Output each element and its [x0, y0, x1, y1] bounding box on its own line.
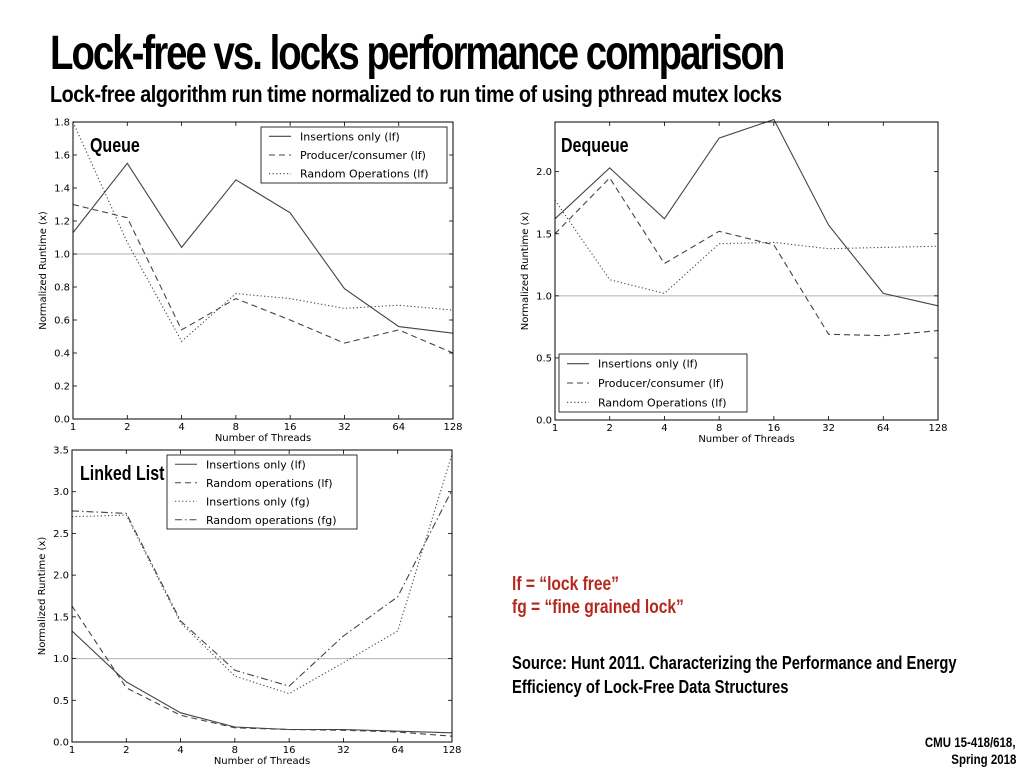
y-tick-label: 0.4: [54, 349, 70, 360]
series-line-3: [554, 199, 939, 295]
y-tick-label: 2.5: [53, 529, 69, 540]
slide-title: Lock-free vs. locks performance comparis…: [50, 27, 785, 80]
series-line-2: [72, 203, 454, 354]
x-tick-label: 64: [391, 745, 404, 756]
legend-label: Random Operations (lf): [300, 168, 429, 181]
x-axis-title: Number of Threads: [214, 756, 310, 767]
x-tick-label: 8: [233, 422, 239, 433]
x-tick-label: 16: [284, 422, 297, 433]
y-tick-label: 1.8: [54, 118, 70, 129]
y-tick-label: 1.2: [54, 217, 70, 228]
series-group: [72, 121, 454, 354]
panel-label: Linked List: [80, 462, 164, 484]
legend-box: [558, 353, 748, 413]
y-tick-label: 3.5: [53, 446, 69, 457]
x-tick-label: 1: [552, 423, 558, 434]
y-tick-label: 2.0: [53, 571, 69, 582]
y-axis-title: Normalized Runtime (x): [520, 212, 531, 331]
legend-label: Insertions only (lf): [206, 458, 306, 471]
x-tick-label: 64: [392, 422, 405, 433]
x-axis-title: Number of Threads: [215, 433, 311, 444]
series-line-1: [72, 162, 454, 334]
legend-label: Insertions only (lf): [598, 358, 698, 371]
x-tick-label: 1: [69, 745, 75, 756]
legend-label: Random operations (fg): [206, 514, 337, 527]
y-tick-label: 1.5: [53, 612, 69, 623]
y-tick-label: 1.0: [54, 250, 70, 261]
y-tick-label: 0.6: [54, 316, 70, 327]
lf-definition-note: lf = “lock free”: [512, 574, 619, 595]
x-axis-title: Number of Threads: [698, 434, 794, 445]
series-line-3: [72, 121, 454, 343]
y-tick-label: 0.5: [536, 353, 552, 364]
y-tick-label: 1.6: [54, 151, 70, 162]
x-tick-label: 16: [767, 423, 780, 434]
fg-definition-note: fg = “fine grained lock”: [512, 597, 684, 618]
series-line-1: [71, 630, 453, 734]
x-tick-label: 128: [443, 422, 462, 433]
y-tick-label: 1.0: [536, 291, 552, 302]
x-tick-label: 4: [177, 745, 183, 756]
series-line-4: [71, 489, 453, 687]
x-tick-label: 4: [178, 422, 184, 433]
legend-label: Insertions only (fg): [206, 495, 310, 508]
x-tick-label: 16: [283, 745, 296, 756]
x-tick-label: 8: [716, 423, 722, 434]
x-tick-label: 4: [661, 423, 667, 434]
y-tick-label: 2.0: [536, 167, 552, 178]
x-tick-label: 8: [232, 745, 238, 756]
y-tick-label: 0.8: [54, 283, 70, 294]
source-line-2: Efficiency of Lock-Free Data Structures: [512, 677, 789, 697]
legend-box: [260, 126, 448, 184]
slide-subtitle: Lock-free algorithm run time normalized …: [50, 81, 782, 107]
x-tick-label: 2: [123, 745, 129, 756]
y-tick-label: 3.0: [53, 487, 69, 498]
series-group: [71, 454, 453, 737]
y-tick-label: 1.4: [54, 184, 70, 195]
course-footer-line-1: CMU 15-418/618,: [925, 734, 1016, 750]
series-line-1: [554, 118, 939, 307]
x-tick-label: 64: [877, 423, 890, 434]
x-tick-label: 1: [70, 422, 76, 433]
source-line-1: Source: Hunt 2011. Characterizing the Pe…: [512, 653, 957, 673]
y-axis-title: Normalized Runtime (x): [38, 211, 49, 330]
series-line-2: [71, 605, 453, 737]
course-footer-line-2: Spring 2018: [950, 751, 1016, 767]
panel-label: Queue: [90, 134, 140, 156]
y-tick-label: 1.0: [53, 654, 69, 665]
legend: Insertions only (lf) Producer/consumer (l…: [558, 353, 748, 413]
y-axis-title: Normalized Runtime (x): [37, 537, 48, 656]
legend-label: Producer/consumer (lf): [598, 377, 724, 390]
x-tick-label: 32: [338, 422, 351, 433]
x-tick-label: 32: [337, 745, 350, 756]
y-tick-label: 1.5: [536, 229, 552, 240]
y-tick-label: 0.0: [536, 416, 552, 427]
y-tick-label: 0.0: [53, 738, 69, 749]
series-line-2: [554, 177, 939, 337]
plot-frame: [71, 449, 453, 743]
plot-frame: [72, 121, 454, 420]
legend: Insertions only (lf) Random operations (l…: [166, 454, 358, 530]
panel-label: Dequeue: [561, 134, 629, 156]
legend-label: Producer/consumer (lf): [300, 149, 426, 162]
legend-box: [166, 454, 358, 530]
y-tick-label: 0.5: [53, 696, 69, 707]
legend-label: Insertions only (lf): [300, 130, 400, 143]
x-tick-label: 2: [607, 423, 613, 434]
legend-label: Random Operations (lf): [598, 396, 727, 409]
x-tick-label: 128: [928, 423, 947, 434]
x-tick-label: 2: [124, 422, 130, 433]
plot-frame: [554, 121, 939, 421]
y-tick-label: 0.0: [54, 415, 70, 426]
x-tick-label: 32: [822, 423, 835, 434]
x-tick-label: 128: [442, 745, 461, 756]
legend-label: Random operations (lf): [206, 477, 333, 490]
legend: Insertions only (lf) Producer/consumer (l…: [260, 126, 448, 184]
series-group: [554, 118, 939, 337]
y-tick-label: 0.2: [54, 382, 70, 393]
